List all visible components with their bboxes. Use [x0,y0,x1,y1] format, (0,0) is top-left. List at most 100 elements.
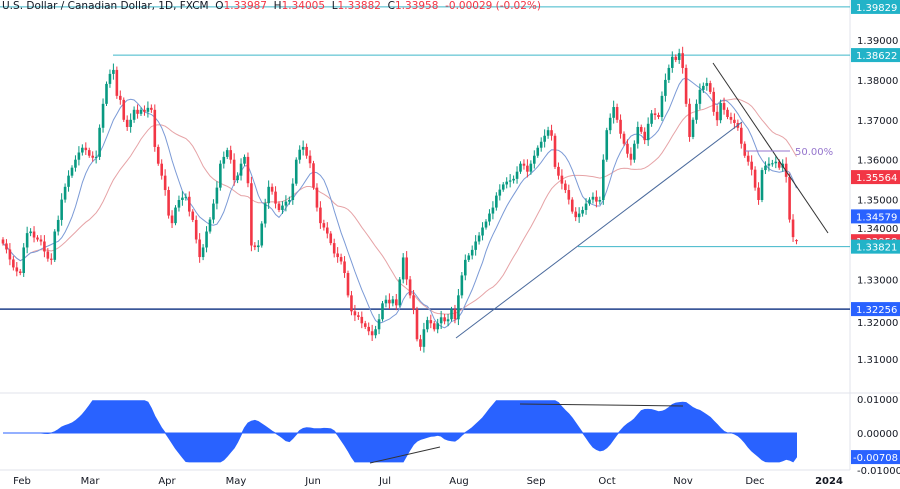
candle-body [5,243,8,250]
candle-body [260,223,264,246]
candle-body [764,165,767,171]
candle-body [570,199,574,212]
candle-body [667,67,671,80]
candle-body [557,166,560,176]
candle-body [602,159,605,200]
candle-body [336,253,339,258]
oscillator-trendline [369,446,441,464]
candle-body [529,163,533,172]
candle-body [29,231,32,234]
candle-body [598,199,602,202]
candle-body [684,67,688,104]
candle-body [415,309,419,340]
chart-header: U.S. Dollar / Canadian Dollar, 1D, FXCM … [2,0,541,12]
candle-body [98,127,101,157]
candle-body [477,235,481,242]
candle-body [750,161,753,170]
candle-body [15,267,19,272]
candle-body [633,143,636,160]
candle-body [439,317,443,324]
time-tick-label: Mar [81,476,101,487]
candle-body [588,199,591,204]
candle-body [498,189,502,196]
oscillator-value-tag [851,450,900,465]
candle-body [357,315,360,317]
candle-body [50,258,53,260]
candle-body [263,203,267,224]
candle-body [229,150,232,160]
candle-body [122,99,126,120]
candle-body [212,203,215,220]
candle-body [12,259,15,268]
price-tag [851,0,900,14]
candle-body [363,323,367,327]
candle-body [129,119,132,127]
time-tick-label: Jun [304,476,321,487]
candle-body [777,161,781,168]
candle-body [84,147,88,151]
candle-body [608,117,612,131]
candle-body [150,107,153,110]
candle-body [729,117,733,120]
price-tag-label: 1.32256 [856,305,897,316]
oscillator-tick-label: -0.01000 [857,466,900,477]
candle-body [67,175,70,187]
candle-body [60,199,63,220]
candle-body [708,83,712,92]
candle-body [326,227,329,234]
fib-50-label: 50.00% [795,147,833,158]
candle-body [577,213,581,218]
uptrend-line [455,121,743,339]
candle-body [222,156,226,164]
price-tick-label: 1.33000 [857,275,898,286]
oscillator-value-label: -0.00708 [853,453,898,464]
candle-body [305,146,308,156]
candle-body [553,135,557,167]
candle-body [225,150,229,157]
candle-body [429,320,433,324]
candle-body [374,329,377,336]
candle-body [384,299,388,304]
candle-body [243,156,246,164]
candle-body [705,83,709,86]
candle-body [671,56,674,68]
candle-body [712,91,715,112]
candle-body [446,319,450,322]
candle-body [115,69,119,96]
candle-body [695,103,698,120]
price-tick-label: 1.37000 [857,116,898,127]
price-tag-label: 1.34579 [856,212,897,223]
candle-body [595,196,598,202]
candle-body [660,95,664,118]
candle-body [505,181,508,185]
price-tick-label: 1.39000 [857,36,898,47]
candle-body [39,239,43,242]
candle-body [281,205,284,210]
candle-body [160,163,163,176]
candle-body [639,126,643,132]
fast-moving-average-line [2,77,797,329]
price-tag [851,48,900,63]
candle-body [405,257,408,280]
price-tick-label: 1.31000 [857,355,898,366]
candle-body [143,109,146,112]
candle-body [491,207,495,214]
candle-body [184,196,188,198]
candle-body [377,319,381,330]
candle-body [101,103,105,128]
candle-body [353,311,357,316]
time-tick-label: Oct [598,476,615,487]
candle-body [236,175,239,181]
candle-body [36,237,39,240]
candle-body [74,159,77,168]
candle-body [46,251,50,259]
time-tick-label: Jul [378,476,391,487]
time-tick-label: Nov [673,476,693,487]
candle-body [546,130,550,136]
candle-body [426,320,429,330]
candle-body [18,271,22,274]
candle-body [250,183,253,246]
candle-body [526,165,529,172]
price-tag [851,239,900,254]
